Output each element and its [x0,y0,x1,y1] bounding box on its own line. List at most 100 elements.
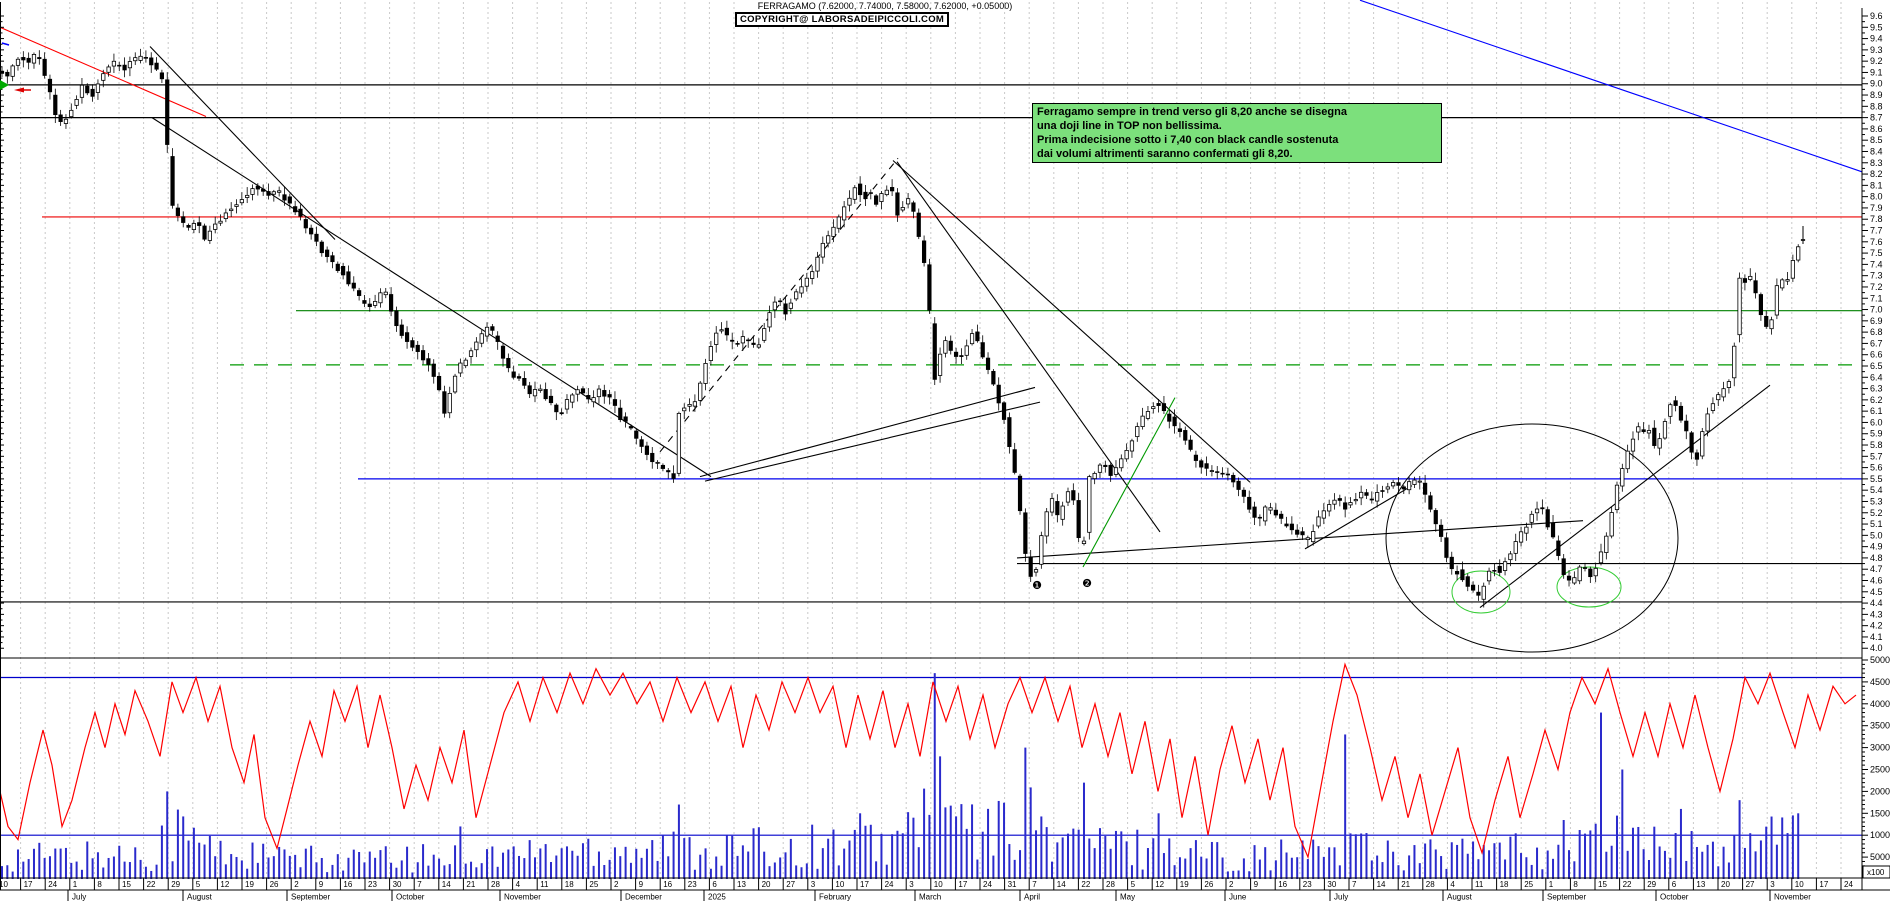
svg-text:7.5: 7.5 [1870,248,1883,258]
svg-text:August: August [187,893,213,902]
svg-text:8.3: 8.3 [1870,158,1883,168]
svg-text:4.5: 4.5 [1870,587,1883,597]
svg-text:24: 24 [983,880,992,889]
svg-text:8.9: 8.9 [1870,90,1883,100]
annotation-line: una doji line in TOP non bellissima. [1037,120,1222,133]
svg-text:10: 10 [1795,880,1804,889]
svg-text:5.9: 5.9 [1870,429,1883,439]
svg-text:14: 14 [1057,880,1066,889]
svg-text:17: 17 [1819,880,1828,889]
svg-text:8.4: 8.4 [1870,146,1883,156]
svg-text:5.0: 5.0 [1870,530,1883,540]
svg-text:4.1: 4.1 [1870,632,1883,642]
svg-text:10000: 10000 [1870,830,1890,840]
svg-text:6.3: 6.3 [1870,384,1883,394]
svg-text:10: 10 [835,880,844,889]
svg-text:4.4: 4.4 [1870,598,1883,608]
annotation-line: Ferragamo sempre in trend verso gli 8,20… [1037,106,1347,118]
annotation-line: dai volumi altrimenti saranno confermati… [1037,148,1293,161]
svg-text:6.6: 6.6 [1870,350,1883,360]
svg-text:45000: 45000 [1870,677,1890,687]
svg-text:17: 17 [958,880,967,889]
svg-text:7.7: 7.7 [1870,226,1883,236]
svg-text:7.4: 7.4 [1870,259,1883,269]
svg-text:5: 5 [196,880,201,889]
svg-text:17: 17 [24,880,33,889]
svg-text:25000: 25000 [1870,765,1890,775]
svg-text:5.3: 5.3 [1870,496,1883,506]
svg-text:7.0: 7.0 [1870,305,1883,315]
svg-text:7: 7 [1032,880,1037,889]
svg-text:6.0: 6.0 [1870,417,1883,427]
svg-text:25: 25 [589,880,598,889]
svg-text:October: October [396,893,425,902]
svg-text:15: 15 [1598,880,1607,889]
svg-text:16: 16 [343,880,352,889]
svg-text:March: March [919,893,941,902]
svg-text:22: 22 [1081,880,1090,889]
svg-text:27: 27 [1746,880,1755,889]
svg-text:9.2: 9.2 [1870,56,1883,66]
svg-text:7: 7 [417,880,422,889]
svg-text:October: October [1660,893,1689,902]
svg-text:19: 19 [1180,880,1189,889]
svg-text:28: 28 [491,880,500,889]
svg-text:February: February [819,893,851,902]
svg-text:7.2: 7.2 [1870,282,1883,292]
svg-text:29: 29 [1647,880,1656,889]
svg-text:8.5: 8.5 [1870,135,1883,145]
svg-text:31: 31 [1008,880,1017,889]
svg-text:7.8: 7.8 [1870,214,1883,224]
svg-text:9.6: 9.6 [1870,11,1883,21]
svg-text:5.2: 5.2 [1870,508,1883,518]
svg-text:21: 21 [466,880,475,889]
svg-text:4.2: 4.2 [1870,621,1883,631]
svg-text:27: 27 [786,880,795,889]
svg-text:13: 13 [737,880,746,889]
svg-text:24: 24 [1844,880,1853,889]
volume-bars-layer [1,673,1800,879]
svg-text:20: 20 [1721,880,1730,889]
svg-text:September: September [291,893,330,902]
support-resistance-layer [0,84,1862,836]
chart-title: FERRAGAMO (7.62000, 7.74000, 7.58000, 7.… [757,1,1013,11]
svg-text:8: 8 [1573,880,1578,889]
svg-text:June: June [1229,893,1247,902]
svg-text:30000: 30000 [1870,743,1890,753]
svg-text:6.5: 6.5 [1870,361,1883,371]
svg-text:5.8: 5.8 [1870,440,1883,450]
svg-text:12: 12 [1155,880,1164,889]
svg-text:6.4: 6.4 [1870,372,1883,382]
svg-text:11: 11 [540,880,549,889]
svg-text:24: 24 [48,880,57,889]
svg-text:13: 13 [1696,880,1705,889]
svg-text:9.1: 9.1 [1870,67,1883,77]
svg-text:9.3: 9.3 [1870,45,1883,55]
svg-text:April: April [1024,893,1040,902]
svg-text:7: 7 [1352,880,1357,889]
svg-text:❷: ❷ [1082,578,1092,590]
svg-text:23: 23 [1303,880,1312,889]
svg-text:5.6: 5.6 [1870,463,1883,473]
svg-text:5.4: 5.4 [1870,485,1883,495]
svg-text:5.7: 5.7 [1870,451,1883,461]
svg-text:5.1: 5.1 [1870,519,1883,529]
svg-text:9.5: 9.5 [1870,22,1883,32]
svg-text:9.0: 9.0 [1870,79,1883,89]
indicator-line-layer [0,662,1857,860]
svg-text:30: 30 [393,880,402,889]
svg-text:3: 3 [1770,880,1775,889]
svg-text:x100: x100 [1867,868,1885,877]
svg-text:8.0: 8.0 [1870,192,1883,202]
svg-text:18: 18 [565,880,574,889]
svg-text:7.1: 7.1 [1870,293,1883,303]
svg-text:26: 26 [1204,880,1213,889]
svg-text:9: 9 [639,880,644,889]
svg-text:15: 15 [122,880,131,889]
svg-text:4: 4 [516,880,521,889]
svg-text:5.5: 5.5 [1870,474,1883,484]
svg-text:19: 19 [245,880,254,889]
svg-text:1: 1 [1549,880,1554,889]
